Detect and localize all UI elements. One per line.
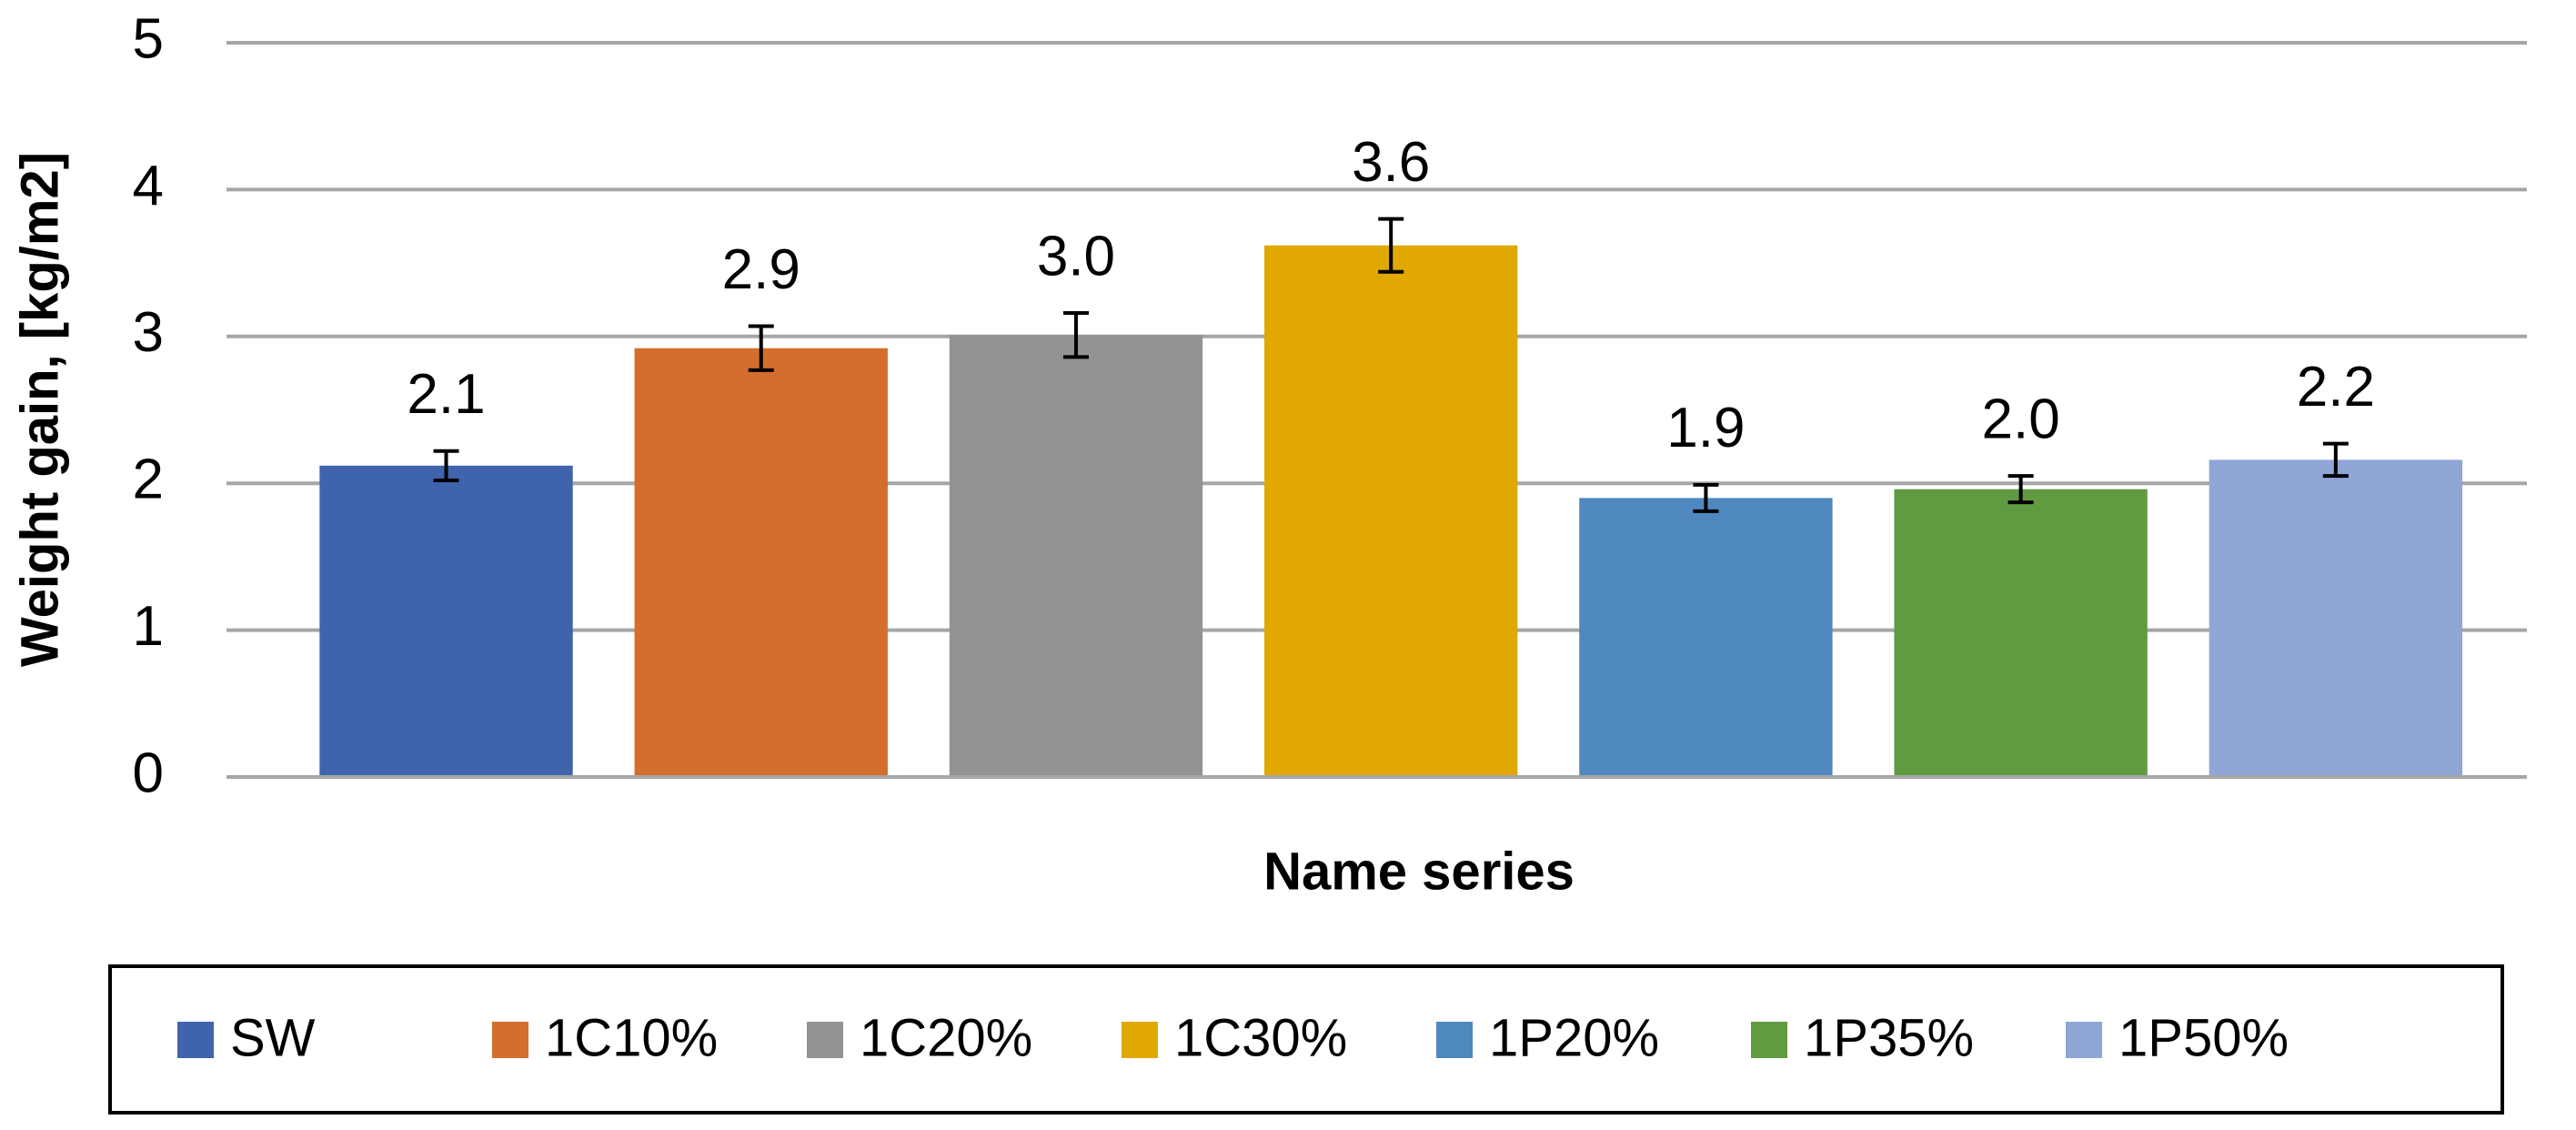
legend-label: SW [230,1008,316,1067]
error-bar [1693,482,1719,513]
legend-swatch [492,1022,528,1058]
y-tick-label: 1 [133,595,164,658]
error-bar [2007,474,2034,505]
legend-swatch [2066,1022,2102,1058]
legend-swatch [1751,1022,1787,1058]
error-bar [1378,217,1404,274]
y-axis-title: Weight gain, [kg/m2] [10,152,69,667]
error-bar [433,449,459,482]
data-label: 2.9 [722,238,800,301]
y-tick-label: 4 [133,155,164,217]
bar [1579,498,1833,777]
legend-swatch [1436,1022,1473,1058]
y-tick-label: 2 [133,449,164,511]
bar [1894,489,2148,777]
legend-label: 1C20% [860,1008,1032,1067]
error-bar [1062,310,1089,359]
bar [949,335,1203,777]
error-bar [748,324,774,372]
legend-box [108,964,2504,1115]
data-label: 3.6 [1352,131,1430,194]
data-label: 3.0 [1037,225,1115,288]
data-label: 2.2 [2297,356,2375,419]
legend-swatch [1122,1022,1158,1058]
bar [1263,245,1518,777]
data-label: 1.9 [1666,397,1745,459]
legend-label: 1P35% [1804,1008,1974,1067]
error-bar [2322,441,2349,479]
bar [2209,459,2463,777]
legend-swatch [177,1022,214,1058]
y-tick-label: 5 [133,7,164,70]
legend-label: 1C30% [1174,1008,1347,1067]
y-tick-label: 3 [133,301,164,364]
legend-swatch [807,1022,843,1058]
legend-label: 1P20% [1489,1008,1659,1067]
legend-label: 1P50% [2118,1008,2289,1067]
legend-label: 1C10% [545,1008,718,1067]
x-axis-title: Name series [1263,842,1575,901]
y-tick-label: 0 [133,742,164,804]
data-label: 2.0 [1982,388,2060,451]
data-label: 2.1 [407,363,485,426]
bar [634,348,888,777]
bar [319,465,573,777]
